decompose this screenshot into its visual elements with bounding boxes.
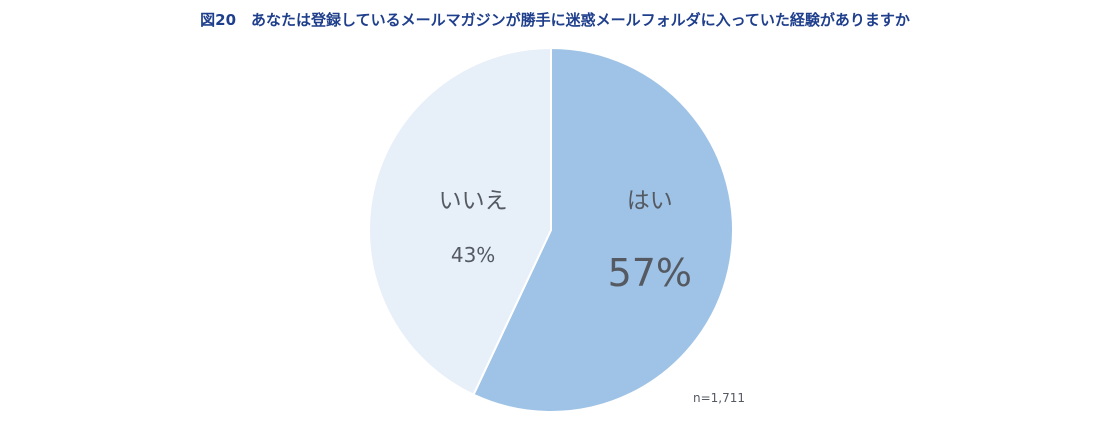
pie-slice-no	[368, 46, 552, 397]
slice-value-no: 43%	[451, 243, 495, 267]
pie-slice-yes	[472, 46, 734, 413]
slice-label-yes: はい	[627, 188, 673, 214]
sample-size-note: n=1,711	[693, 391, 746, 405]
chart-title: 図20 あなたは登録しているメールマガジンが勝手に迷惑メールフォルダに入っていた…	[200, 11, 910, 29]
slice-value-yes: 57%	[608, 251, 692, 295]
slice-label-no: いいえ	[439, 188, 508, 214]
